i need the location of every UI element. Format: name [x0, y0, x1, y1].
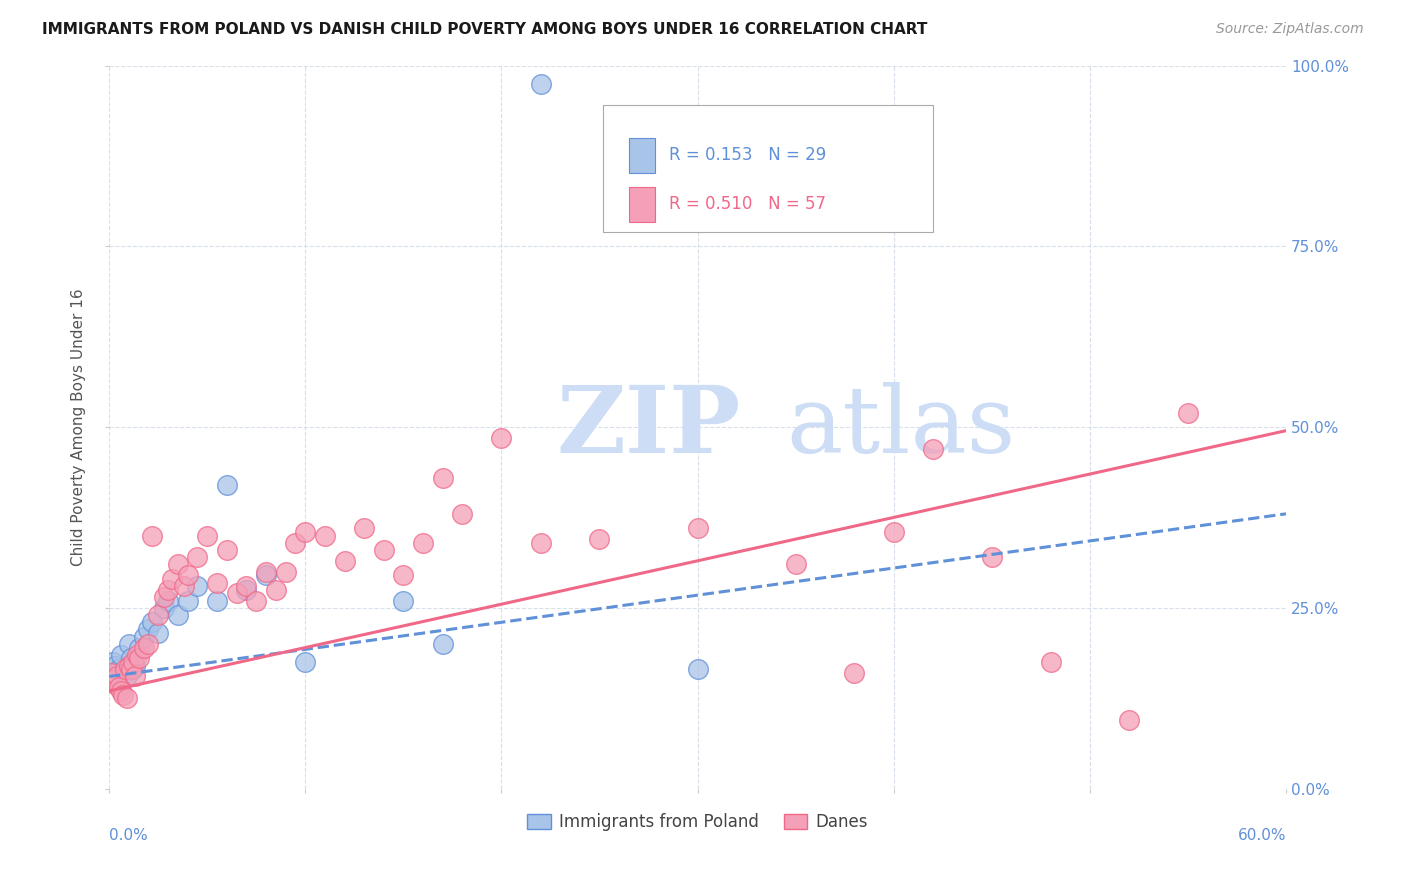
Point [141, 528, 163, 542]
Point [785, 558, 807, 572]
Point [451, 507, 474, 521]
Point [686, 521, 709, 535]
Text: ZIP: ZIP [557, 382, 741, 472]
Point [124, 669, 146, 683]
Point [432, 637, 454, 651]
Point [186, 579, 208, 593]
FancyBboxPatch shape [603, 105, 934, 232]
Point [156, 593, 179, 607]
Point [195, 528, 218, 542]
Point [114, 662, 136, 676]
Point [245, 593, 267, 607]
Point [153, 590, 176, 604]
Point [114, 665, 136, 680]
FancyBboxPatch shape [630, 187, 655, 222]
Point [156, 582, 179, 597]
Point [166, 608, 188, 623]
Point [121, 655, 143, 669]
Point [686, 662, 709, 676]
Point [121, 662, 143, 676]
Point [128, 640, 150, 655]
Point [105, 669, 128, 683]
Point [215, 478, 238, 492]
Point [153, 600, 176, 615]
Point [134, 630, 156, 644]
Point [115, 669, 138, 683]
Point [101, 655, 124, 669]
Point [373, 543, 395, 558]
Text: 0.0%: 0.0% [110, 829, 148, 843]
Point [333, 554, 356, 568]
Point [274, 565, 297, 579]
Point [1177, 406, 1199, 420]
Point [148, 608, 170, 623]
Point [215, 543, 238, 558]
Point [125, 648, 148, 662]
Point [844, 665, 866, 680]
Point [922, 442, 945, 456]
Point [120, 651, 142, 665]
Point [120, 662, 142, 676]
Text: atlas: atlas [786, 382, 1015, 472]
Text: 60.0%: 60.0% [1237, 829, 1286, 843]
Point [176, 593, 198, 607]
Point [883, 524, 905, 539]
Y-axis label: Child Poverty Among Boys Under 16: Child Poverty Among Boys Under 16 [72, 288, 86, 566]
Point [392, 593, 415, 607]
Point [124, 658, 146, 673]
Point [148, 626, 170, 640]
Point [108, 662, 131, 676]
Point [176, 568, 198, 582]
Point [980, 550, 1002, 565]
Point [530, 535, 553, 549]
Point [432, 471, 454, 485]
Point [530, 77, 553, 91]
Point [138, 637, 160, 651]
Point [138, 623, 160, 637]
Point [100, 665, 122, 680]
Point [491, 431, 513, 445]
Point [1039, 655, 1062, 669]
Point [353, 521, 375, 535]
Point [115, 691, 138, 706]
Point [235, 579, 257, 593]
Point [235, 582, 257, 597]
Point [108, 681, 131, 695]
Point [111, 688, 134, 702]
Point [104, 658, 127, 673]
Point [186, 550, 208, 565]
Point [588, 532, 610, 546]
Point [314, 528, 336, 542]
Point [412, 535, 434, 549]
Point [205, 575, 228, 590]
Point [392, 568, 415, 582]
Point [173, 579, 195, 593]
Point [205, 593, 228, 607]
Point [141, 615, 163, 630]
Point [134, 640, 156, 655]
Text: R = 0.153   N = 29: R = 0.153 N = 29 [669, 146, 827, 164]
Point [284, 535, 307, 549]
Point [166, 558, 188, 572]
Point [101, 673, 124, 687]
Legend: Immigrants from Poland, Danes: Immigrants from Poland, Danes [520, 806, 875, 838]
Point [294, 655, 316, 669]
Text: R = 0.510   N = 57: R = 0.510 N = 57 [669, 195, 827, 213]
Point [1118, 713, 1140, 727]
Point [128, 651, 150, 665]
Point [118, 637, 141, 651]
Point [225, 586, 247, 600]
Point [110, 648, 132, 662]
Point [110, 684, 132, 698]
Point [160, 572, 183, 586]
Text: Source: ZipAtlas.com: Source: ZipAtlas.com [1216, 22, 1364, 37]
FancyBboxPatch shape [630, 138, 655, 172]
Point [264, 582, 287, 597]
Point [254, 568, 277, 582]
Text: IMMIGRANTS FROM POLAND VS DANISH CHILD POVERTY AMONG BOYS UNDER 16 CORRELATION C: IMMIGRANTS FROM POLAND VS DANISH CHILD P… [42, 22, 928, 37]
Point [104, 676, 127, 690]
Point [294, 524, 316, 539]
Point [118, 658, 141, 673]
Point [254, 565, 277, 579]
